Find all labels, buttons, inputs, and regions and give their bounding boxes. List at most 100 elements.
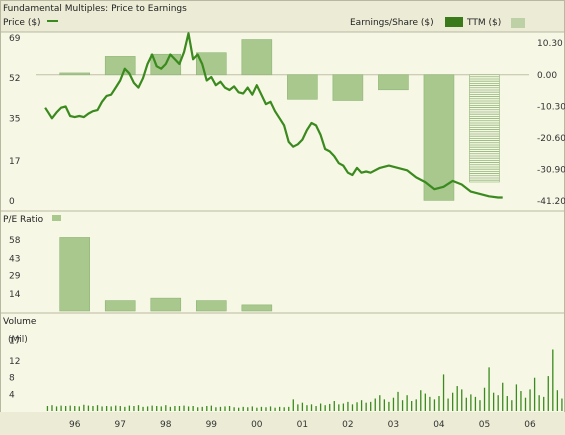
ttm-legend-swatch bbox=[511, 18, 525, 28]
volume-bar bbox=[124, 406, 126, 411]
pe-panel: P/E Ratio 58 43 29 14 bbox=[0, 210, 565, 312]
volume-bar bbox=[333, 401, 335, 411]
volume-axis-ticks: 17 12 8 4 bbox=[9, 336, 20, 400]
volume-bar bbox=[483, 387, 486, 411]
pe-axis-ticks: 58 43 29 14 bbox=[9, 236, 21, 300]
x-tick-label: 02 bbox=[342, 420, 353, 430]
volume-tick-label: 12 bbox=[9, 357, 20, 367]
eps-tick-label: -41.20 bbox=[537, 197, 565, 207]
volume-bar bbox=[379, 395, 381, 411]
pe-bars bbox=[59, 237, 273, 312]
volume-bar bbox=[55, 406, 58, 411]
volume-bar bbox=[315, 406, 317, 411]
volume-bar bbox=[429, 396, 431, 411]
volume-bar bbox=[324, 405, 326, 411]
eps-axis-ticks: 10.30 0.00 -10.30 -20.60 -30.90 -41.20 bbox=[537, 39, 565, 207]
volume-bar bbox=[133, 406, 135, 411]
pe-panel-label: P/E Ratio bbox=[3, 215, 44, 225]
volume-bar bbox=[520, 391, 522, 411]
volume-bar bbox=[146, 406, 149, 411]
volume-bar bbox=[488, 367, 490, 411]
volume-bar bbox=[101, 406, 103, 411]
volume-bar bbox=[360, 400, 363, 411]
volume-bar bbox=[178, 406, 181, 411]
volume-bar bbox=[515, 384, 518, 411]
volume-bar bbox=[87, 405, 90, 411]
ttm-bar-outline bbox=[469, 74, 500, 183]
x-tick-label: 03 bbox=[388, 420, 399, 430]
volume-bar bbox=[151, 405, 153, 411]
volume-bar bbox=[492, 392, 495, 411]
eps-bars bbox=[59, 39, 455, 201]
eps-bar bbox=[104, 56, 136, 76]
volume-bar bbox=[78, 406, 80, 411]
volume-tick-label: 17 bbox=[9, 336, 20, 346]
volume-bar bbox=[415, 399, 417, 411]
volume-bar bbox=[342, 403, 345, 411]
volume-bar bbox=[51, 405, 53, 411]
price-tick-label: 0 bbox=[9, 197, 15, 207]
volume-panel: Volume (Mil) 17 12 8 4 bbox=[0, 312, 565, 411]
pe-tick-label: 29 bbox=[9, 271, 21, 281]
volume-bar bbox=[547, 376, 549, 411]
volume-bar bbox=[442, 374, 445, 411]
volume-bar bbox=[411, 401, 413, 411]
x-tick-label: 06 bbox=[524, 420, 536, 430]
volume-bar bbox=[392, 397, 395, 411]
eps-tick-label: -30.90 bbox=[537, 165, 565, 175]
x-tick-label: 99 bbox=[206, 420, 218, 430]
volume-bar bbox=[502, 382, 504, 411]
volume-bar bbox=[447, 398, 449, 411]
volume-bar bbox=[424, 393, 426, 411]
volume-bar bbox=[142, 406, 144, 411]
volume-bar bbox=[433, 399, 436, 411]
volume-tick-label: 8 bbox=[9, 374, 15, 384]
volume-bar bbox=[64, 406, 67, 411]
volume-bar bbox=[242, 406, 244, 411]
volume-bar bbox=[210, 405, 212, 411]
eps-legend-swatch bbox=[445, 17, 463, 27]
volume-bar bbox=[511, 400, 513, 411]
volume-bar bbox=[165, 405, 167, 411]
volume-bar bbox=[319, 403, 322, 411]
volume-bar bbox=[338, 404, 340, 411]
volume-bar bbox=[265, 407, 267, 411]
volume-bar bbox=[538, 395, 540, 411]
eps-tick-label: -10.30 bbox=[537, 102, 565, 112]
volume-bar bbox=[310, 404, 313, 411]
pe-tick-label: 43 bbox=[9, 254, 20, 264]
volume-bar bbox=[556, 390, 559, 411]
pe-bar bbox=[59, 237, 91, 312]
volume-bars bbox=[46, 349, 563, 411]
volume-bar bbox=[169, 406, 172, 411]
volume-bar bbox=[260, 406, 263, 411]
price-panel: 69 52 35 17 0 10.30 0.00 -10.30 -20.60 -30.90 -41… bbox=[0, 31, 565, 207]
volume-bar bbox=[388, 401, 390, 411]
eps-tick-label: 10.30 bbox=[537, 39, 563, 49]
volume-bar bbox=[351, 404, 354, 411]
volume-bar bbox=[283, 407, 285, 411]
volume-bar bbox=[119, 406, 121, 411]
price-tick-label: 17 bbox=[9, 157, 20, 167]
volume-bar bbox=[233, 407, 235, 411]
volume-bar bbox=[524, 397, 527, 411]
volume-bar bbox=[533, 377, 536, 411]
volume-bar bbox=[110, 406, 112, 411]
eps-bar bbox=[423, 74, 455, 201]
volume-bar bbox=[470, 394, 472, 411]
volume-bar bbox=[187, 406, 190, 411]
price-line bbox=[44, 32, 503, 199]
x-tick-label: 05 bbox=[479, 420, 490, 430]
ttm-legend-label: TTM ($) bbox=[466, 18, 501, 28]
volume-bar bbox=[105, 406, 108, 411]
volume-bar bbox=[438, 396, 440, 411]
volume-bar bbox=[228, 406, 231, 411]
volume-bar bbox=[174, 406, 176, 411]
volume-bar bbox=[192, 406, 194, 411]
volume-bar bbox=[552, 349, 554, 411]
pe-bar bbox=[195, 300, 227, 312]
volume-bar bbox=[420, 390, 422, 411]
